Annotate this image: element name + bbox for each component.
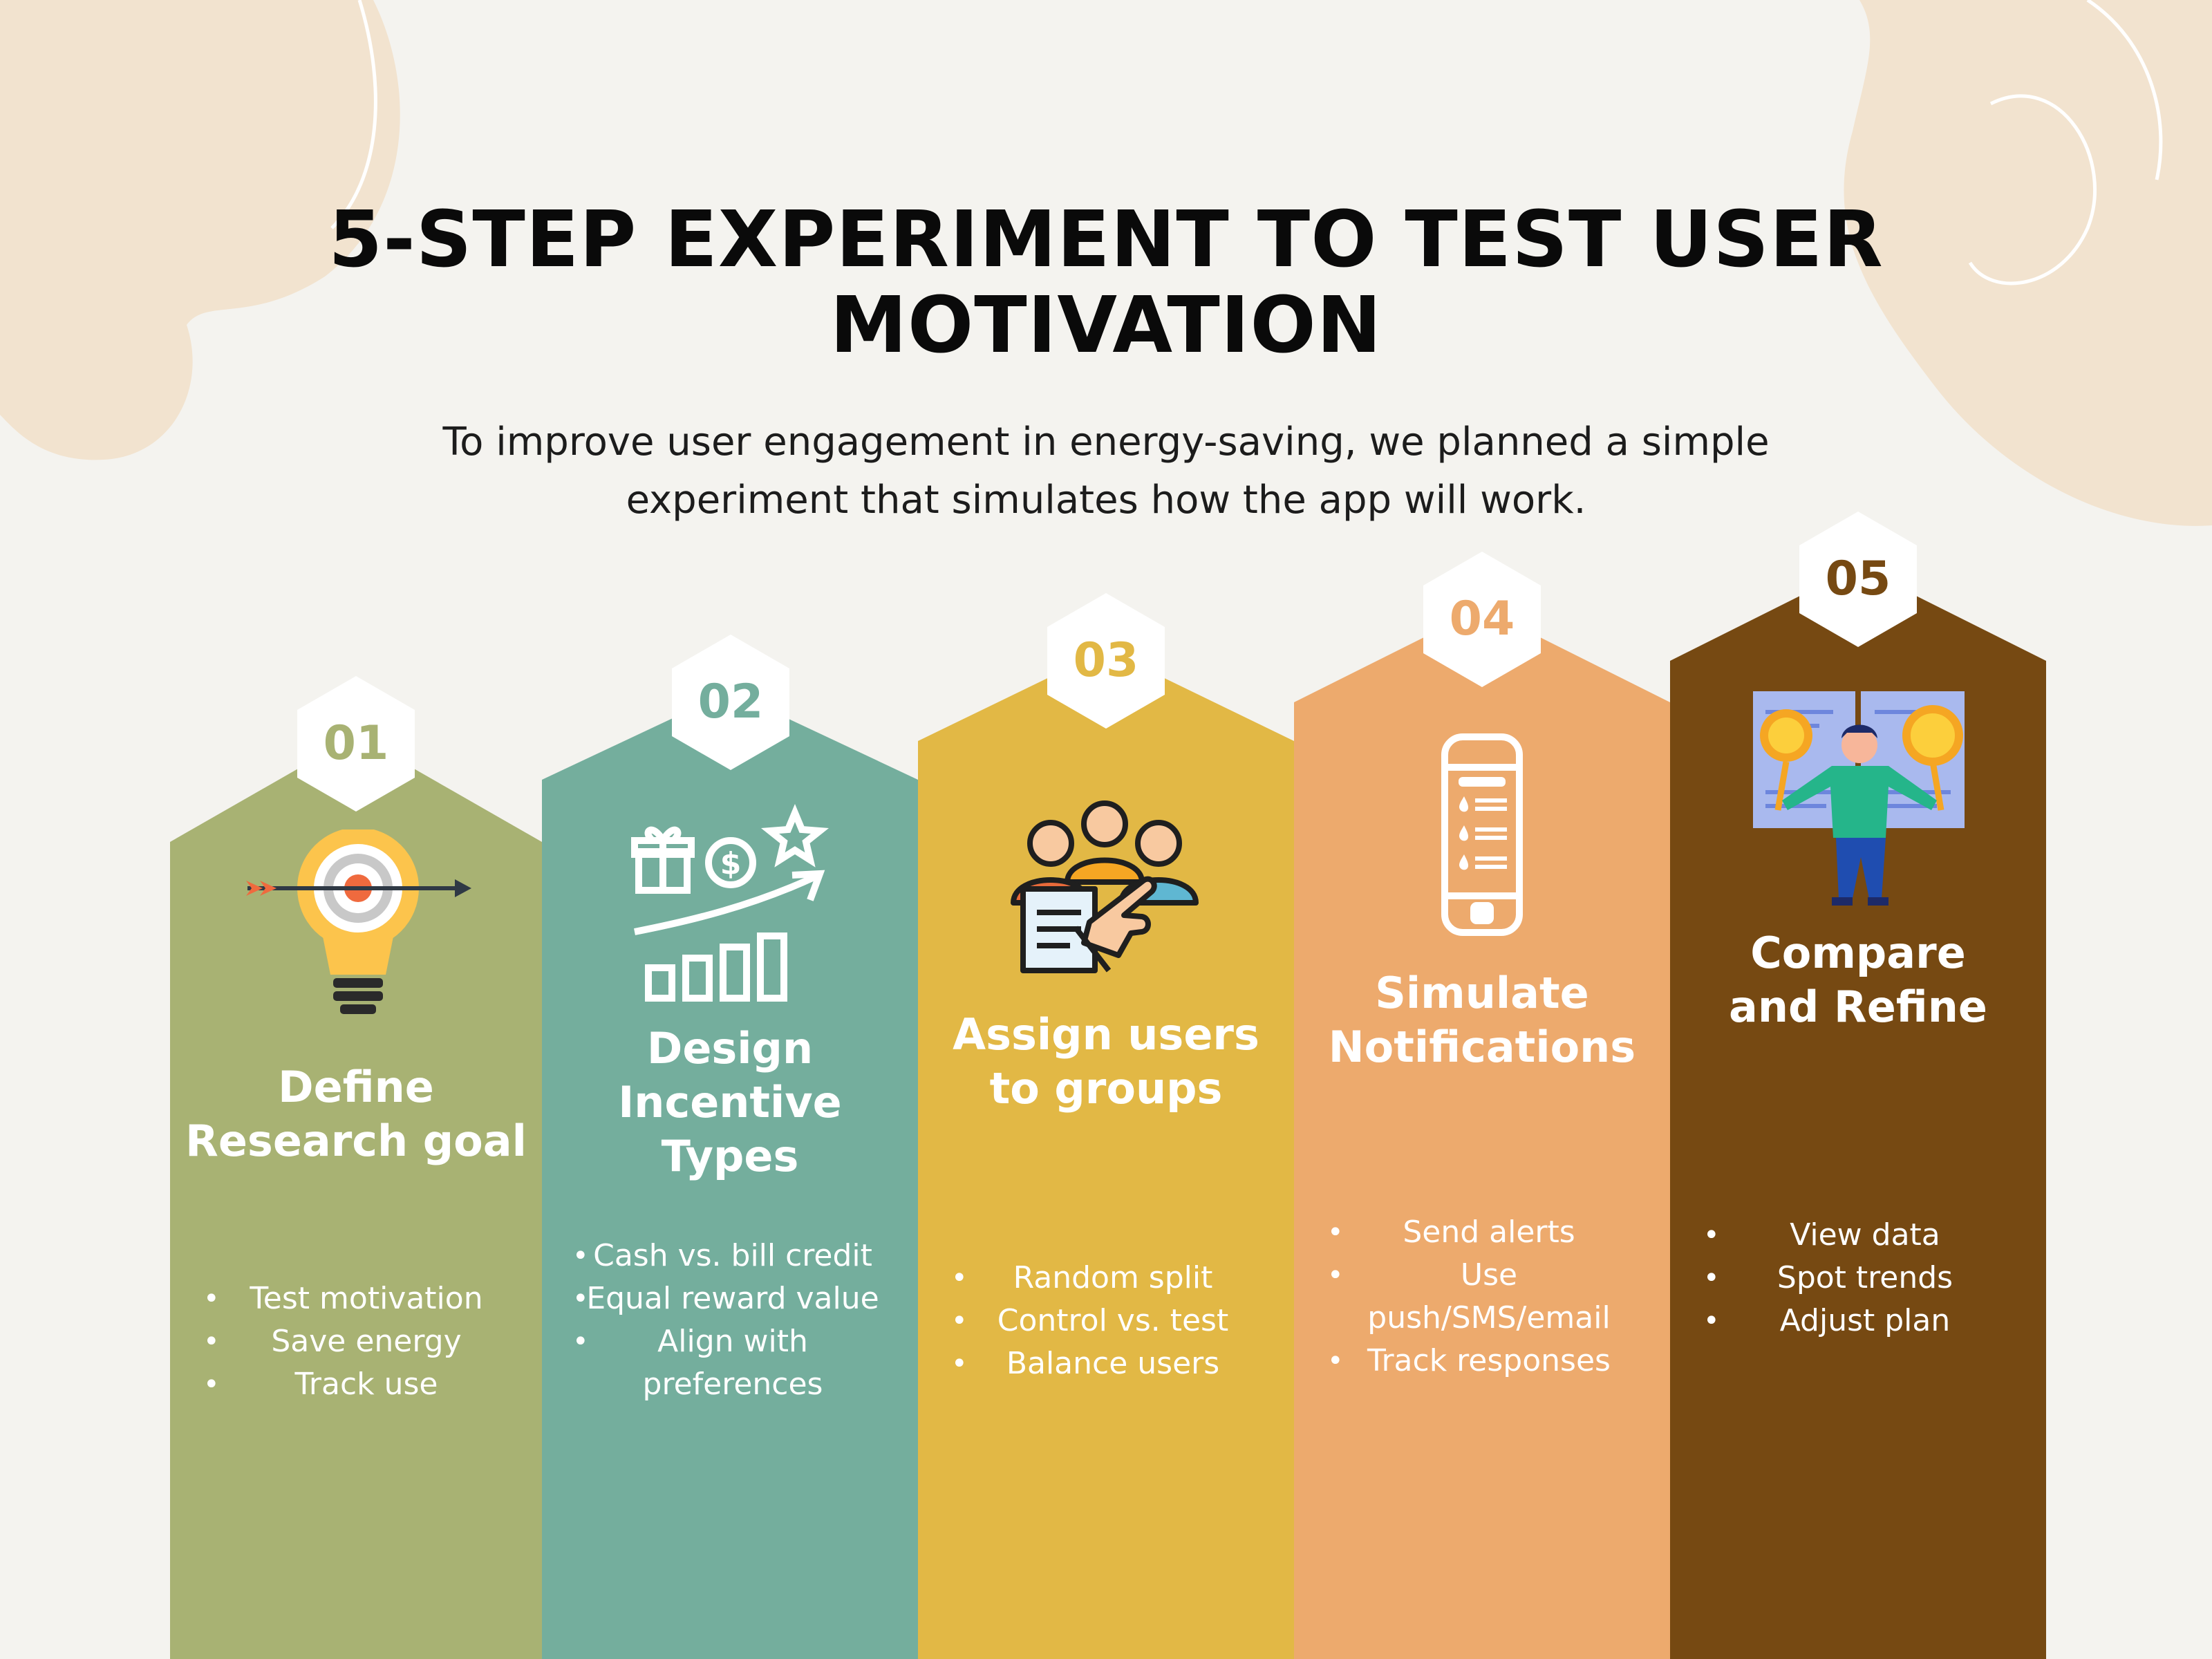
smartphone-notification-icon [1441, 733, 1523, 936]
lightbulb-target-icon [246, 830, 471, 1014]
decorative-blob-top-right [1844, 0, 2212, 526]
page-title: 5-STEP EXPERIMENT TO TEST USER MOTIVATIO… [328, 195, 1884, 371]
step-5-title: Compare and Refine [1729, 928, 1987, 1032]
growth-rewards-icon: $ [631, 804, 830, 1002]
step-3-title: Assign users to groups [953, 1009, 1259, 1114]
step-1-badge: 01 [297, 676, 415, 812]
step-2-bullet: Equal reward value [572, 1277, 885, 1320]
step-1-bullet: Save energy [203, 1320, 521, 1363]
step-4-badge: 04 [1423, 552, 1541, 687]
step-3-badge: 03 [1047, 593, 1165, 729]
step-4-bullet: Use push/SMS/email [1327, 1254, 1642, 1340]
step-2-title: Design Incentive Types [618, 1023, 842, 1181]
step-2-bullet: Align with preferences [572, 1320, 885, 1406]
step-2-bullets: Cash vs. bill credit Equal reward value … [572, 1235, 885, 1406]
step-1-number: 01 [323, 716, 389, 771]
step-2-badge: 02 [672, 635, 789, 770]
step-2-bullet: Cash vs. bill credit [572, 1235, 885, 1277]
step-5-badge: 05 [1799, 512, 1917, 647]
step-3-bullet: Balance users [951, 1342, 1266, 1385]
svg-text:$: $ [720, 846, 742, 881]
step-4-bullets: Send alerts Use push/SMS/email Track res… [1327, 1211, 1642, 1382]
step-5-bullet: Adjust plan [1703, 1300, 2018, 1342]
step-3-number: 03 [1073, 633, 1139, 688]
step-3-bullet: Random split [951, 1257, 1266, 1300]
page-subtitle: To improve user engagement in energy-sav… [442, 420, 1770, 523]
step-1: 01 Define Research goal Test motivation … [170, 0, 542, 1659]
step-1-bullets: Test motivation Save energy Track use [203, 1277, 521, 1406]
step-5-background [1670, 567, 2046, 1659]
step-2: 02 $ Design Incentive Types Cash vs. bil… [542, 0, 918, 1659]
step-1-title: Define Research goal [185, 1062, 527, 1166]
step-2-number: 02 [697, 675, 764, 729]
step-3-bullets: Random split Control vs. test Balance us… [951, 1257, 1266, 1385]
step-4-number: 04 [1449, 592, 1515, 646]
person-comparing-charts-icon [1753, 689, 1965, 906]
step-5-bullet: Spot trends [1703, 1257, 2018, 1300]
step-5-bullets: View data Spot trends Adjust plan [1703, 1214, 2018, 1342]
step-1-background [170, 735, 542, 1659]
step-4: 04 Simulate Notifications Send alerts Us… [1294, 0, 1670, 1659]
step-4-title: Simulate Notifications [1328, 968, 1636, 1072]
step-4-bullet: Send alerts [1327, 1211, 1642, 1254]
step-4-bullet: Track responses [1327, 1340, 1642, 1382]
step-3-bullet: Control vs. test [951, 1300, 1266, 1342]
step-5-bullet: View data [1703, 1214, 2018, 1257]
step-3: 03 Assign users to groups Random split C… [918, 0, 1294, 1659]
step-1-bullet: Track use [203, 1363, 521, 1406]
step-5: 05 Compare and Refine View data Spot tre… [1670, 0, 2046, 1659]
step-1-bullet: Test motivation [203, 1277, 521, 1320]
step-4-background [1294, 608, 1670, 1659]
user-group-select-icon [1011, 800, 1199, 973]
step-5-number: 05 [1825, 552, 1891, 606]
decorative-blob-top-left [0, 0, 400, 460]
